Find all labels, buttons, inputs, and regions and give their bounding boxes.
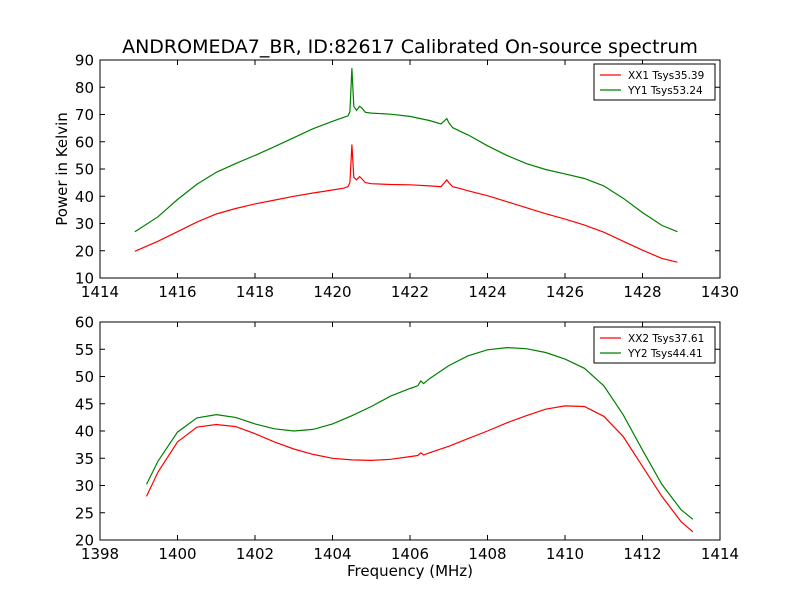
y-tick-label: 70 (75, 106, 94, 124)
y-tick-label: 60 (75, 314, 94, 332)
x-tick-label: 1400 (158, 545, 196, 563)
x-tick-label: 1414 (81, 283, 119, 301)
x-tick-label: 1430 (701, 283, 739, 301)
y-tick-label: 50 (75, 161, 94, 179)
x-tick-label: 1422 (391, 283, 429, 301)
y-tick-label: 35 (75, 450, 94, 468)
x-tick-label: 1402 (236, 545, 274, 563)
y-tick-label: 45 (75, 395, 94, 413)
x-tick-label: 1418 (236, 283, 274, 301)
legend-box (593, 63, 716, 101)
x-tick-label: 1404 (313, 545, 351, 563)
x-axis-label: Frequency (MHz) (347, 562, 473, 580)
y-tick-label: 50 (75, 368, 94, 386)
legend-label: YY2 Tsys44.41 (627, 348, 703, 360)
x-tick-label: 1416 (158, 283, 196, 301)
series-line-xx2 (145, 405, 694, 533)
y-tick-label: 10 (75, 270, 94, 288)
y-tick-label: 40 (75, 188, 94, 206)
y-tick-label: 90 (75, 52, 94, 70)
y-tick-label: 80 (75, 79, 94, 97)
y-tick-label: 25 (75, 504, 94, 522)
x-tick-label: 1408 (468, 545, 506, 563)
x-tick-label: 1426 (546, 283, 584, 301)
series-line-xx1 (134, 144, 678, 263)
legend-box (593, 326, 716, 364)
legend-label: YY1 Tsys53.24 (627, 85, 703, 97)
series-line-yy2 (145, 346, 694, 520)
top-spectrum-panel: 1414 1416 1418 1420 1422 1424 1426 1428 1430 10 20… (53, 52, 739, 302)
x-tick-label: 1406 (391, 545, 429, 563)
y-tick-label: 30 (75, 477, 94, 495)
legend: XX1 Tsys35.39 YY1 Tsys53.24 (593, 63, 716, 101)
series-line-yy1 (134, 68, 678, 233)
x-tick-label: 1420 (313, 283, 351, 301)
y-tick-label: 40 (75, 423, 94, 441)
x-tick-label: 1414 (701, 545, 739, 563)
x-tick-label: 1398 (81, 545, 119, 563)
legend-label: XX2 Tsys37.61 (628, 333, 704, 345)
x-tick-label: 1412 (623, 545, 661, 563)
figure-title: ANDROMEDA7_BR, ID:82617 Calibrated On-so… (122, 36, 698, 58)
legend-label: XX1 Tsys35.39 (628, 70, 704, 82)
y-tick-label: 30 (75, 215, 94, 233)
y-tick-label: 20 (75, 242, 94, 260)
y-axis-label: Power in Kelvin (53, 112, 71, 226)
x-tick-label: 1410 (546, 545, 584, 563)
bottom-spectrum-panel: 1398 1400 1402 1404 1406 1408 1410 1412 1414 20 25… (75, 314, 739, 564)
x-tick-label: 1428 (623, 283, 661, 301)
x-tick-label: 1424 (468, 283, 506, 301)
y-tick-label: 60 (75, 133, 94, 151)
legend: XX2 Tsys37.61 YY2 Tsys44.41 (593, 326, 716, 364)
y-tick-label: 20 (75, 532, 94, 550)
y-tick-label: 55 (75, 341, 94, 359)
